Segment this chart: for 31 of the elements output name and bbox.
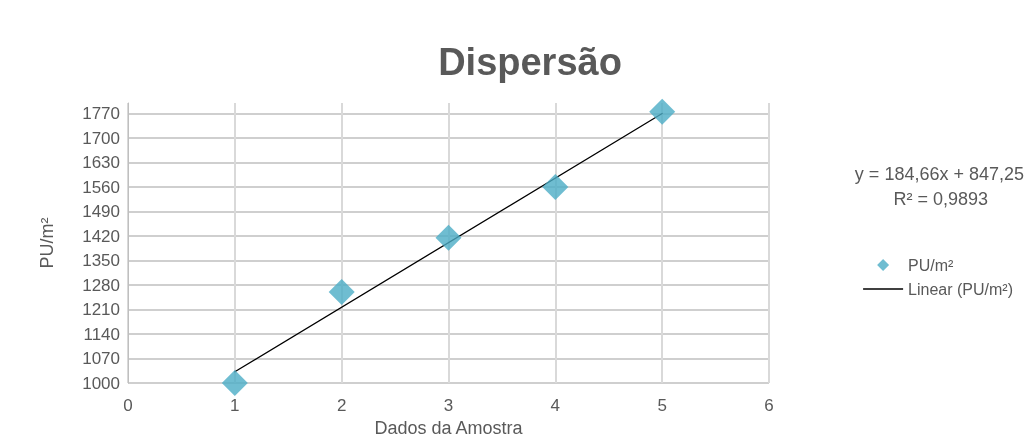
legend-label: Linear (PU/m²) bbox=[908, 280, 1013, 298]
y-tick-label: 1210 bbox=[82, 300, 120, 319]
y-tick-label: 1420 bbox=[82, 226, 120, 246]
text: R² = 0,9893 bbox=[893, 189, 988, 209]
point bbox=[542, 174, 569, 200]
point bbox=[435, 224, 462, 251]
legend-label: PU/m² bbox=[908, 256, 955, 274]
y-tick-label: 1630 bbox=[82, 153, 120, 172]
y-tick-label: 1490 bbox=[82, 202, 120, 221]
point bbox=[328, 279, 355, 305]
y-tick-label: 1700 bbox=[82, 128, 120, 148]
point bbox=[221, 370, 248, 396]
x-axis-title: Dados da Amostra bbox=[374, 417, 524, 438]
y-tick-label: 1280 bbox=[82, 275, 120, 295]
y-tick-label: 1350 bbox=[82, 251, 120, 270]
point bbox=[649, 98, 676, 125]
y-tick-label: 1070 bbox=[82, 349, 120, 368]
y-tick-label: 1560 bbox=[82, 177, 120, 197]
y-tick-label: 1000 bbox=[82, 373, 120, 393]
x-tick-label: 6 bbox=[764, 396, 774, 415]
x-tick-label: 4 bbox=[550, 396, 561, 415]
x-tick-label: 0 bbox=[123, 396, 133, 415]
text: y = 184,66x + 847,25 bbox=[854, 164, 1024, 184]
x-tick-label: 5 bbox=[657, 396, 667, 415]
x-tick-label: 3 bbox=[443, 396, 454, 415]
y-tick-label: 1140 bbox=[83, 324, 120, 344]
x-tick-label: 2 bbox=[336, 396, 347, 415]
y-axis-title: PU/m² bbox=[37, 217, 57, 269]
y-tick-label: 1770 bbox=[82, 104, 120, 123]
x-tick-label: 1 bbox=[230, 396, 240, 415]
chart-title: Dispersão bbox=[438, 41, 622, 83]
